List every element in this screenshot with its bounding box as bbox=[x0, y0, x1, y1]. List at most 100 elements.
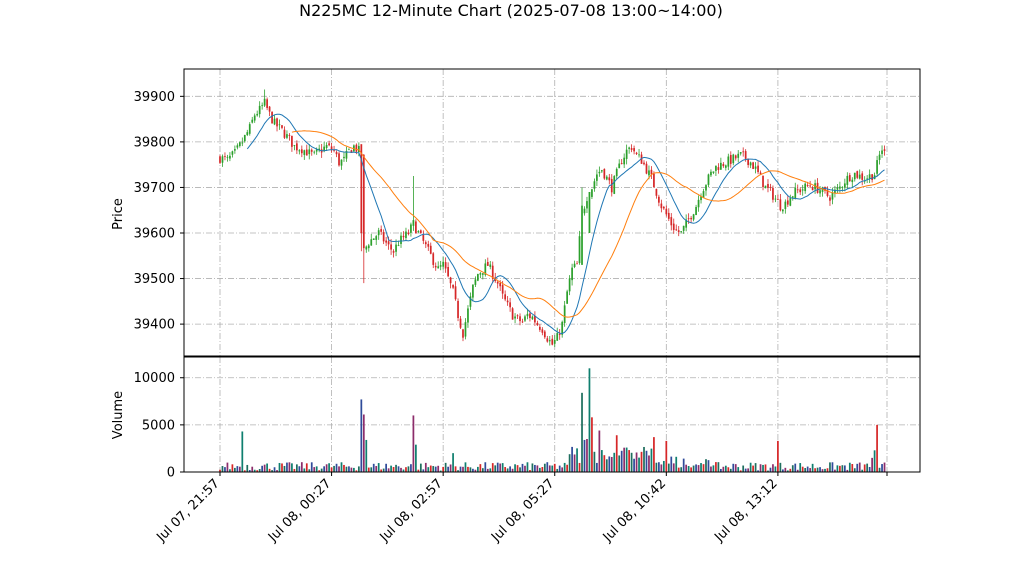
candle-body bbox=[457, 300, 459, 319]
candle-body bbox=[382, 232, 385, 242]
candle-body bbox=[541, 329, 544, 333]
candle-body bbox=[392, 251, 395, 253]
candle-body bbox=[784, 201, 787, 210]
volume-bar bbox=[722, 466, 725, 472]
volume-bar bbox=[826, 468, 829, 472]
volume-bar bbox=[866, 463, 869, 472]
candle-body bbox=[449, 277, 452, 284]
candle-body bbox=[588, 192, 591, 233]
candle-body bbox=[387, 241, 390, 245]
volume-bar bbox=[491, 463, 494, 472]
ma-short-line bbox=[246, 113, 885, 335]
candle-body bbox=[640, 154, 643, 164]
volume-bar bbox=[749, 462, 752, 472]
candle-body bbox=[273, 118, 276, 125]
candle-body bbox=[509, 302, 511, 308]
volume-bar bbox=[258, 469, 261, 472]
volume-bar bbox=[685, 464, 688, 472]
candle-body bbox=[521, 321, 524, 323]
candle-body bbox=[291, 135, 293, 147]
candle-body bbox=[234, 149, 236, 151]
candle-body bbox=[734, 155, 737, 159]
volume-bar bbox=[412, 415, 415, 472]
volume-bar bbox=[618, 455, 621, 472]
volume-ylabel: Volume bbox=[111, 391, 126, 439]
volume-bar bbox=[630, 452, 633, 472]
volume-bar bbox=[481, 468, 484, 472]
volume-bar bbox=[856, 463, 859, 472]
volume-bar bbox=[804, 468, 807, 472]
candle-body bbox=[724, 165, 727, 168]
candle-body bbox=[553, 339, 556, 344]
volume-bar bbox=[300, 462, 303, 472]
volume-bar bbox=[824, 468, 826, 472]
candle-body bbox=[608, 177, 611, 181]
candle-body bbox=[596, 174, 598, 181]
volume-bar bbox=[814, 468, 816, 472]
candle-body bbox=[231, 151, 234, 155]
volume-bar bbox=[452, 453, 454, 472]
volume-bar bbox=[672, 463, 675, 472]
candle-body bbox=[531, 316, 534, 320]
candle-body bbox=[615, 168, 618, 177]
volume-bar bbox=[400, 467, 402, 472]
volume-bar bbox=[843, 465, 846, 472]
volume-bar bbox=[836, 465, 839, 472]
candle-body bbox=[467, 308, 469, 323]
candle-body bbox=[514, 316, 516, 319]
volume-bar bbox=[246, 464, 249, 472]
volume-bar bbox=[702, 464, 705, 472]
volume-bar bbox=[816, 467, 819, 472]
volume-bar bbox=[343, 464, 345, 472]
candle-body bbox=[561, 321, 564, 335]
volume-bar bbox=[754, 463, 757, 472]
candle-body bbox=[377, 230, 380, 236]
volume-bar bbox=[786, 470, 789, 472]
candle-body bbox=[729, 155, 732, 164]
candle-body bbox=[618, 163, 621, 169]
volume-bar bbox=[489, 468, 492, 472]
candle-body bbox=[705, 185, 707, 191]
candle-body bbox=[417, 231, 420, 232]
volume-bar bbox=[593, 451, 596, 472]
volume-bar bbox=[424, 462, 427, 472]
candle-body bbox=[499, 282, 502, 287]
candle-body bbox=[576, 263, 578, 265]
price-ytick-label: 39800 bbox=[134, 135, 175, 150]
volume-bar bbox=[509, 466, 511, 472]
candle-body bbox=[538, 326, 541, 330]
candle-body bbox=[566, 291, 569, 304]
candle-body bbox=[315, 149, 318, 152]
volume-bar bbox=[734, 464, 737, 472]
candle-body bbox=[685, 219, 688, 228]
candle-body bbox=[219, 156, 221, 163]
volume-bar bbox=[871, 457, 873, 472]
volume-bar bbox=[266, 463, 268, 472]
candle-body bbox=[551, 338, 554, 345]
candle-body bbox=[345, 150, 348, 159]
candle-body bbox=[519, 316, 521, 322]
candle-body bbox=[791, 196, 794, 198]
volume-bar bbox=[472, 468, 474, 472]
volume-bar bbox=[385, 463, 387, 472]
candle-body bbox=[744, 151, 747, 159]
candle-body bbox=[248, 124, 251, 134]
volume-bar bbox=[762, 464, 764, 472]
volume-bar bbox=[340, 462, 343, 472]
volume-bar bbox=[729, 468, 732, 472]
candle-body bbox=[261, 105, 264, 107]
volume-bar bbox=[744, 468, 747, 472]
candle-body bbox=[410, 224, 412, 233]
candle-body bbox=[355, 144, 358, 152]
candle-body bbox=[288, 135, 291, 136]
candle-body bbox=[300, 149, 303, 154]
volume-bar bbox=[367, 467, 370, 472]
candle-body bbox=[625, 149, 628, 159]
candle-body bbox=[749, 162, 752, 166]
volume-bar bbox=[442, 466, 445, 472]
candle-body bbox=[281, 125, 283, 128]
candle-body bbox=[543, 331, 546, 338]
volume-bar bbox=[747, 468, 750, 472]
volume-bar bbox=[764, 464, 767, 472]
